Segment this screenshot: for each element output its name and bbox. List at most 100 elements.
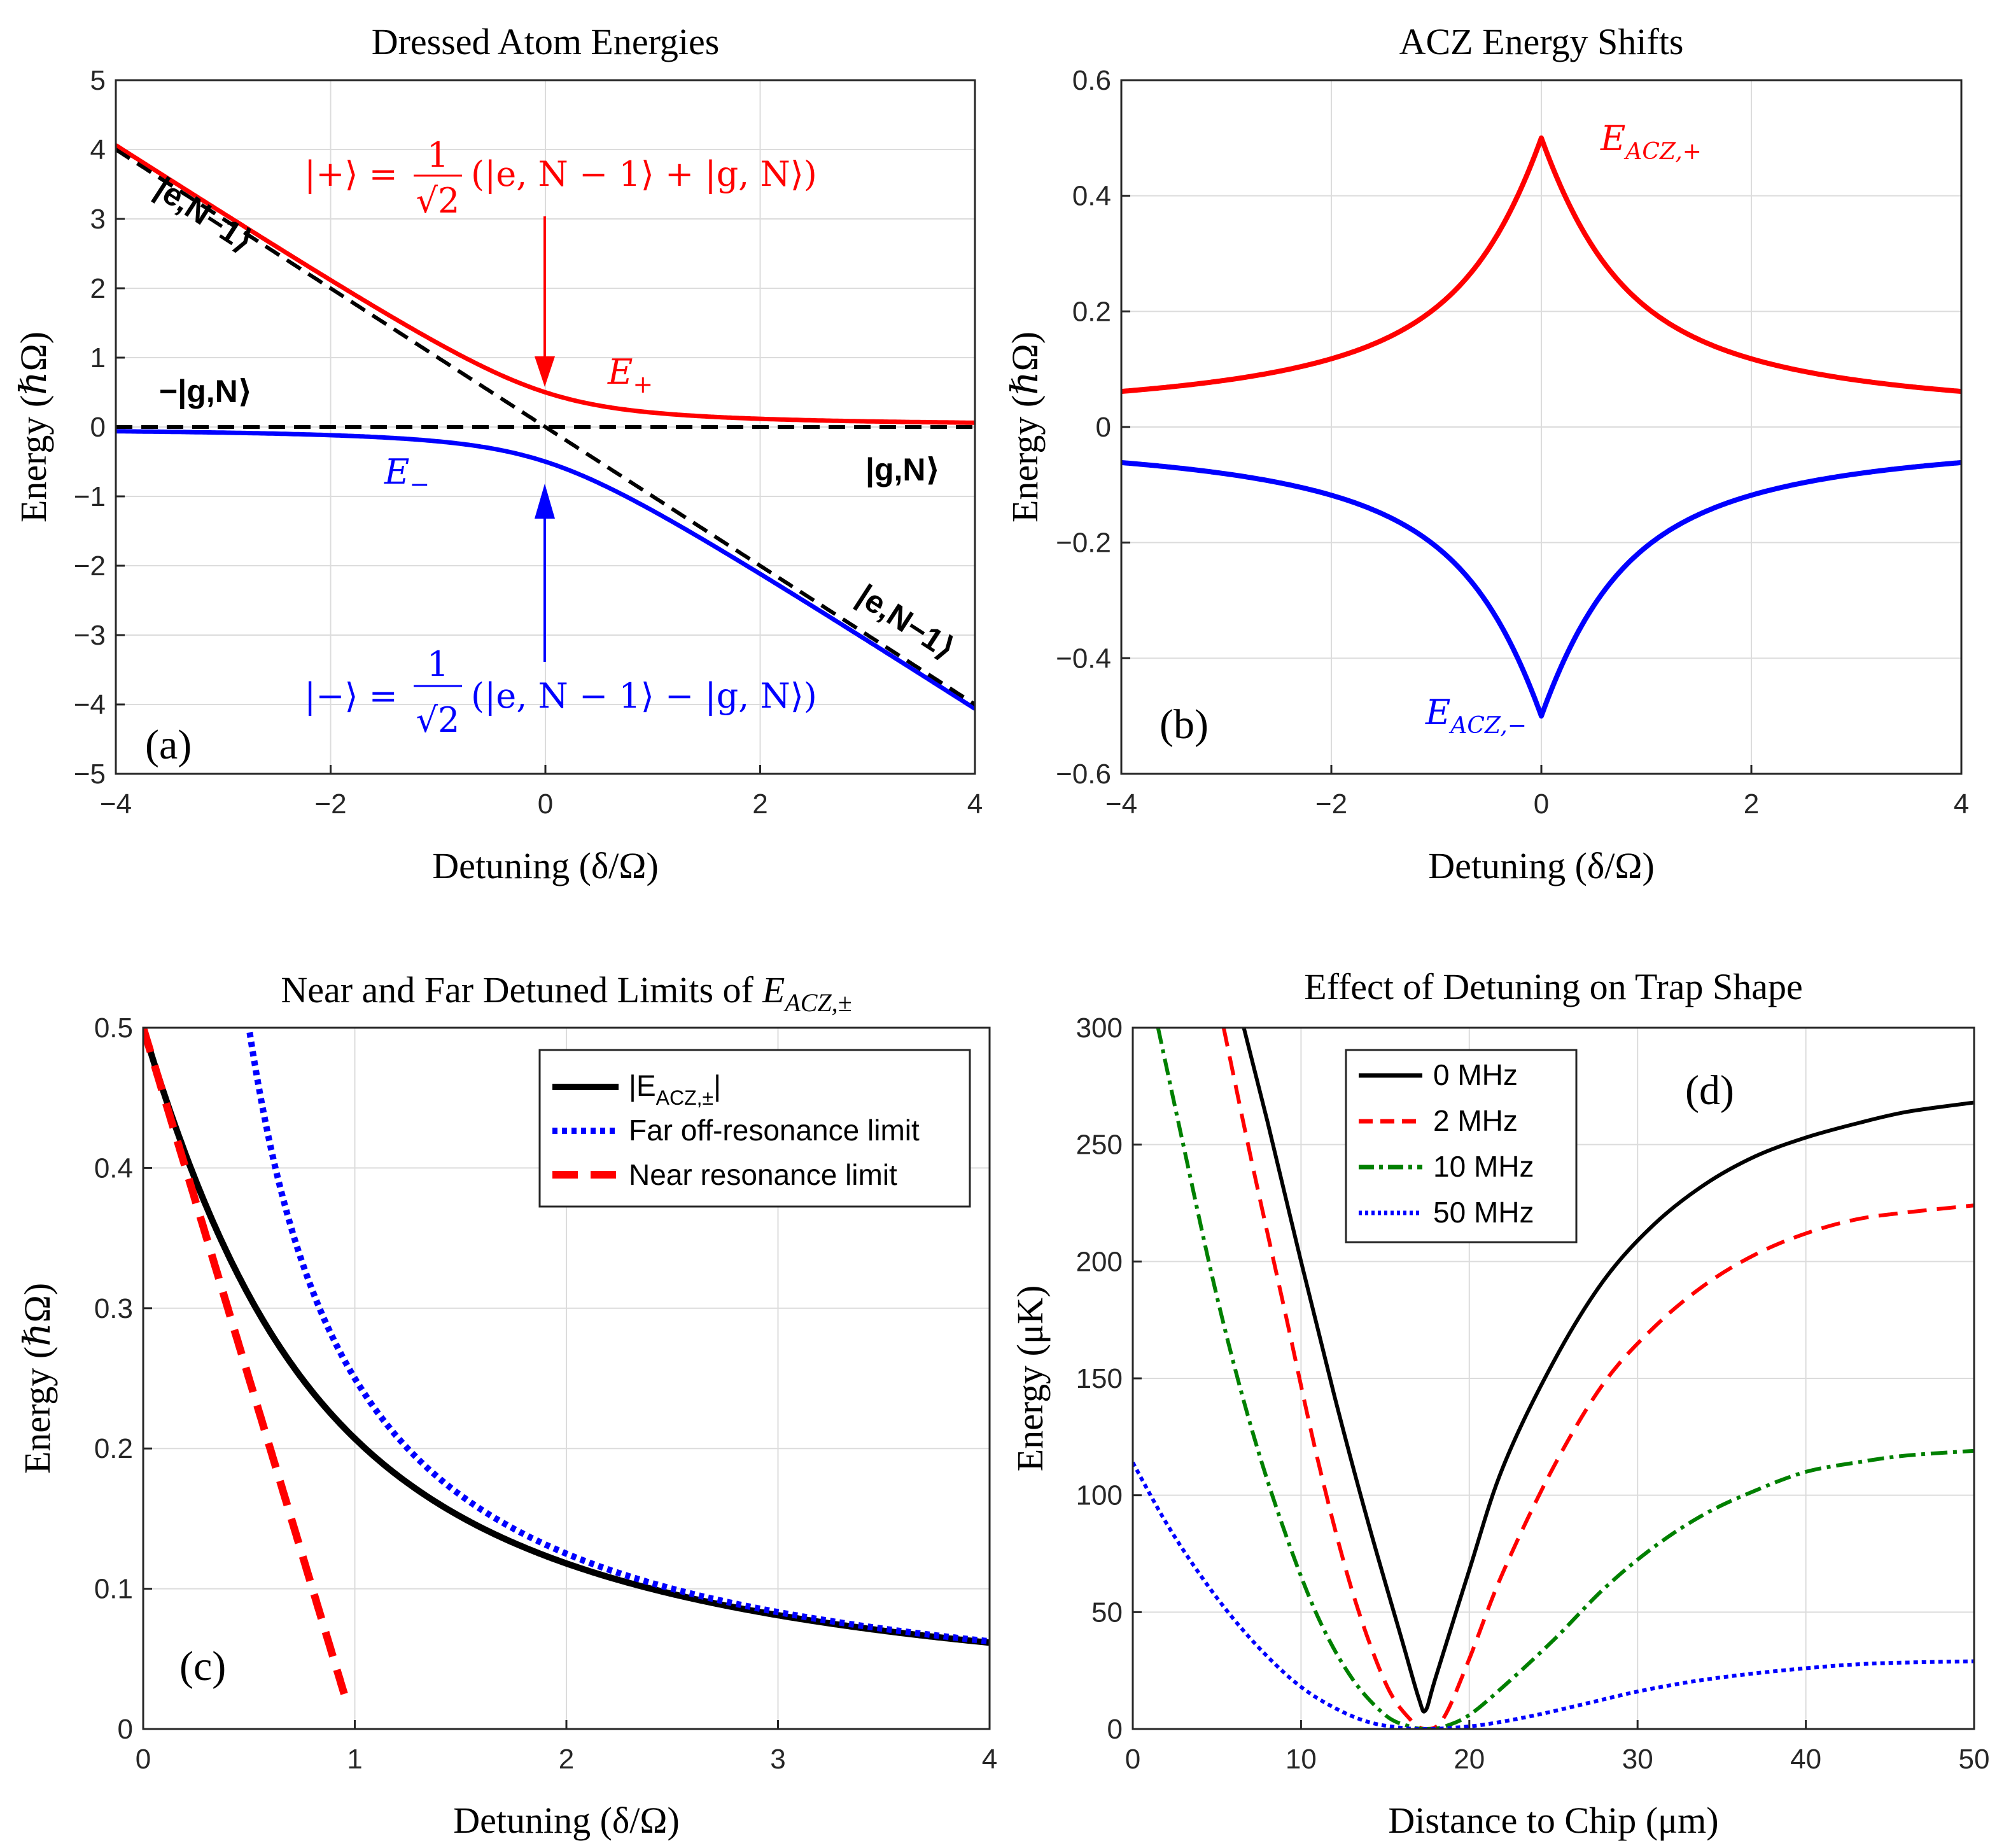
legend-label-exact: |EACZ,±| — [629, 1069, 721, 1109]
y-tick-label: 0.1 — [94, 1574, 133, 1605]
y-tick-label: 3 — [90, 204, 106, 235]
y-tick-label: −1 — [74, 481, 106, 512]
y-tick-label: 0 — [90, 412, 106, 443]
panel-c-xlabel: Detuning (δ/Ω) — [453, 1800, 680, 1841]
x-tick-label: −4 — [1105, 788, 1137, 820]
y-tick-label: 5 — [90, 65, 106, 96]
y-tick-label: 0.2 — [1072, 296, 1111, 327]
panel-c: Near and Far Detuned Limits of EACZ,± 0 1 2… — [17, 969, 997, 1841]
series-10-mhz — [1156, 1028, 1974, 1729]
panel-b: ACZ Energy Shifts −4 −2 0 2 40.60.40.20−0.2−… — [1004, 21, 1969, 886]
panel-a-frame — [115, 79, 976, 775]
panel-b-ylabel: Energy (ℏΩ) — [1004, 332, 1046, 522]
plus-state-label: |+⟩ = 1 √2 (|e, N − 1⟩ + |g, N⟩) — [304, 135, 817, 221]
x-tick-label: 30 — [1622, 1744, 1653, 1775]
panel-a-series — [116, 143, 975, 711]
x-tick-label: −2 — [314, 788, 346, 820]
legend-label-far: Far off-resonance limit — [629, 1114, 920, 1147]
plus-state-num: 1 — [427, 135, 449, 175]
series--e-n-1- — [116, 148, 975, 706]
left-e-state-label: |e,N−1⟩ — [148, 170, 260, 260]
x-tick-label: 4 — [982, 1744, 997, 1775]
legend-label-10mhz: 10 MHz — [1433, 1150, 1534, 1183]
y-tick-label: 250 — [1076, 1130, 1123, 1161]
plus-state-den: √2 — [416, 181, 460, 221]
x-tick-label: 0 — [538, 788, 553, 820]
panel-d: Effect of Detuning on Trap Shape 0 10 20 30… — [1009, 966, 1989, 1841]
panel-a: Dressed Atom Energies −4 −2 0 2 4 5 4 3 2 1 0 −1 −2 −… — [13, 21, 983, 886]
y-tick-label: 50 — [1091, 1597, 1123, 1628]
series-0-mhz — [1242, 1028, 1974, 1714]
y-tick-label: −2 — [74, 550, 106, 582]
y-tick-label: 0.5 — [94, 1012, 133, 1044]
panel-b-series — [1121, 135, 1961, 719]
panel-b-title: ACZ Energy Shifts — [1399, 21, 1684, 62]
acz-minus-label: EACZ,− — [1425, 692, 1527, 739]
x-tick-label: 50 — [1959, 1744, 1990, 1775]
x-tick-label: 2 — [752, 788, 767, 820]
panel-d-frame — [1132, 1026, 1975, 1730]
panel-c-label: (c) — [179, 1643, 226, 1690]
y-tick-label: 0 — [118, 1714, 133, 1745]
panel-c-series — [143, 1028, 990, 1697]
x-tick-label: 0 — [1125, 1744, 1140, 1775]
minus-arrowhead — [535, 484, 555, 519]
x-tick-label: 10 — [1286, 1744, 1317, 1775]
x-tick-label: −2 — [1315, 788, 1347, 820]
acz-plus-label: EACZ,+ — [1600, 118, 1702, 165]
plus-state-rhs: (|e, N − 1⟩ + |g, N⟩) — [471, 154, 817, 194]
panel-d-ylabel: Energy (μK) — [1009, 1285, 1051, 1472]
y-tick-label: 0.3 — [94, 1293, 133, 1324]
series-2-mhz — [1221, 1028, 1974, 1729]
y-tick-label: 0 — [1096, 412, 1111, 443]
x-tick-label: 2 — [559, 1744, 574, 1775]
y-tick-label: 2 — [90, 273, 106, 304]
x-tick-label: 3 — [770, 1744, 785, 1775]
x-tick-label: 40 — [1790, 1744, 1821, 1775]
legend-box-d — [1345, 1049, 1578, 1243]
legend-label-0mhz: 0 MHz — [1433, 1058, 1518, 1091]
y-tick-label: −4 — [74, 689, 106, 720]
panel-d-xlabel: Distance to Chip (μm) — [1388, 1800, 1718, 1841]
panel-d-ticks: 0 10 20 30 40 50 300 250 200 150 100 50 0 — [1076, 1012, 1990, 1775]
x-tick-label: 0 — [1534, 788, 1549, 820]
y-tick-label: −0.6 — [1056, 759, 1111, 790]
panel-c-frame — [142, 1026, 991, 1730]
minus-state-num: 1 — [427, 644, 449, 684]
panel-a-label: (a) — [145, 722, 192, 768]
y-tick-label: 0.6 — [1072, 65, 1111, 96]
plus-arrowhead — [535, 356, 555, 387]
minus-state-lhs: |−⟩ = — [304, 676, 398, 716]
y-tick-label: 200 — [1076, 1246, 1123, 1277]
panel-d-label: (d) — [1685, 1067, 1734, 1114]
panel-a-xlabel: Detuning (δ/Ω) — [432, 845, 659, 886]
e-minus-label: E− — [384, 452, 430, 498]
series-e- — [116, 429, 975, 711]
x-tick-label: 4 — [1954, 788, 1969, 820]
panel-c-ylabel: Energy (ℏΩ) — [17, 1283, 58, 1474]
x-tick-label: 1 — [347, 1744, 362, 1775]
legend-label-2mhz: 2 MHz — [1433, 1104, 1518, 1137]
y-tick-label: 300 — [1076, 1012, 1123, 1044]
minus-state-rhs: (|e, N − 1⟩ − |g, N⟩) — [471, 676, 817, 716]
legend-label-near: Near resonance limit — [629, 1158, 897, 1191]
series-50-mhz — [1133, 1461, 1974, 1729]
series-e-acz- — [1121, 135, 1961, 395]
y-tick-label: 150 — [1076, 1363, 1123, 1394]
panel-b-ticks: −4 −2 0 2 4 0.6 0.4 0.2 0 −0.2 −0.4 −0.6 — [1056, 65, 1969, 820]
panel-a-ylabel: Energy (ℏΩ) — [13, 332, 54, 522]
x-tick-label: 0 — [136, 1744, 151, 1775]
x-tick-label: 4 — [967, 788, 983, 820]
y-tick-label: 100 — [1076, 1480, 1123, 1511]
minus-state-label: |−⟩ = 1 √2 (|e, N − 1⟩ − |g, N⟩) — [304, 644, 817, 740]
panel-b-xlabel: Detuning (δ/Ω) — [1428, 845, 1655, 886]
x-tick-label: 2 — [1744, 788, 1759, 820]
series-far-off-resonance-limit — [246, 1028, 990, 1645]
left-g-state-label: −|g,N⟩ — [159, 374, 253, 410]
panel-c-title: Near and Far Detuned Limits of EACZ,± — [281, 969, 851, 1017]
x-tick-label: 20 — [1454, 1744, 1485, 1775]
y-tick-label: −0.4 — [1056, 643, 1111, 674]
y-tick-label: 4 — [90, 134, 106, 165]
panel-c-ticks: 0 1 2 3 4 0.5 0.4 0.3 0.2 0.1 0 — [94, 1012, 997, 1775]
